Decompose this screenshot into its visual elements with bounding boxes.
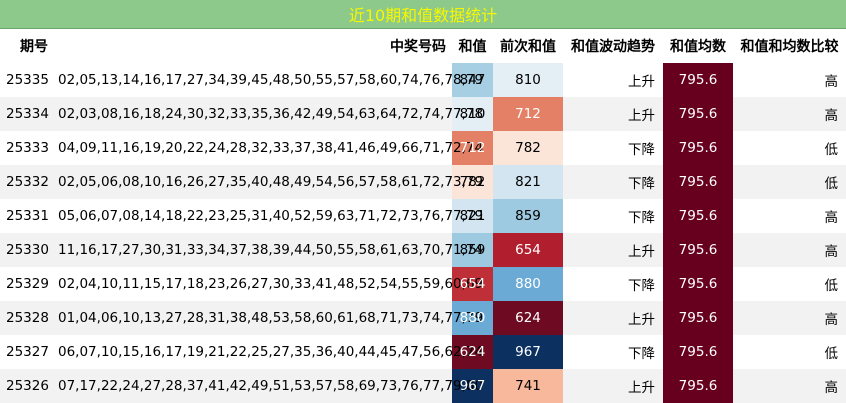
cell-prev-sum: 654 [493, 233, 563, 267]
cell-winning-numbers: 02,05,13,14,16,17,27,34,39,45,48,50,55,5… [52, 63, 483, 97]
table-row: 25334 02,03,08,16,18,24,30,32,33,35,36,42… [0, 97, 846, 131]
table-row: 25329 02,04,10,11,15,17,18,23,26,27,30,33… [0, 267, 846, 301]
cell-winning-numbers: 05,06,07,08,14,18,22,23,25,31,40,52,59,6… [52, 199, 483, 233]
cell-avg: 795.6 [663, 267, 733, 301]
cell-trend: 上升 [563, 369, 663, 403]
cell-compare: 低 [733, 165, 846, 199]
cell-compare: 低 [733, 131, 846, 165]
cell-issue: 25329 [0, 267, 52, 301]
cell-issue: 25326 [0, 369, 52, 403]
cell-winning-numbers: 02,04,10,11,15,17,18,23,26,27,30,33,41,4… [52, 267, 483, 301]
header-issue: 期号 [20, 39, 48, 55]
cell-avg: 795.6 [663, 131, 733, 165]
cell-compare: 高 [733, 199, 846, 233]
cell-prev-sum: 810 [493, 63, 563, 97]
cell-prev-sum: 967 [493, 335, 563, 369]
cell-prev-sum: 782 [493, 131, 563, 165]
cell-sum: 712 [452, 131, 493, 165]
cell-issue: 25330 [0, 233, 52, 267]
cell-winning-numbers: 02,03,08,16,18,24,30,32,33,35,36,42,49,5… [52, 97, 483, 131]
cell-issue: 25335 [0, 63, 52, 97]
cell-prev-sum: 821 [493, 165, 563, 199]
cell-avg: 795.6 [663, 301, 733, 335]
cell-prev-sum: 741 [493, 369, 563, 403]
cell-compare: 低 [733, 335, 846, 369]
cell-winning-numbers: 07,17,22,24,27,28,37,41,42,49,51,53,57,5… [52, 369, 483, 403]
cell-prev-sum: 859 [493, 199, 563, 233]
cell-compare: 高 [733, 97, 846, 131]
cell-winning-numbers: 04,09,11,16,19,20,22,24,28,32,33,37,38,4… [52, 131, 483, 165]
cell-issue: 25327 [0, 335, 52, 369]
cell-issue: 25331 [0, 199, 52, 233]
cell-winning-numbers: 06,07,10,15,16,17,19,21,22,25,27,35,36,4… [52, 335, 483, 369]
table-row: 25333 04,09,11,16,19,20,22,24,28,32,33,37… [0, 131, 846, 165]
cell-winning-numbers: 01,04,06,10,13,27,28,31,38,48,53,58,60,6… [52, 301, 483, 335]
cell-trend: 下降 [563, 335, 663, 369]
header-trend: 和值波动趋势 [571, 39, 655, 55]
cell-sum: 821 [452, 199, 493, 233]
cell-compare: 高 [733, 369, 846, 403]
cell-trend: 上升 [563, 301, 663, 335]
cell-sum: 782 [452, 165, 493, 199]
cell-compare: 高 [733, 233, 846, 267]
cell-sum: 967 [452, 369, 493, 403]
table-row: 25327 06,07,10,15,16,17,19,21,22,25,27,35… [0, 335, 846, 369]
cell-issue: 25333 [0, 131, 52, 165]
cell-trend: 下降 [563, 165, 663, 199]
cell-compare: 高 [733, 63, 846, 97]
cell-winning-numbers: 11,16,17,27,30,31,33,34,37,38,39,44,50,5… [52, 233, 483, 267]
cell-issue: 25328 [0, 301, 52, 335]
table-row: 25331 05,06,07,08,14,18,22,23,25,31,40,52… [0, 199, 846, 233]
table-row: 25330 11,16,17,27,30,31,33,34,37,38,39,44… [0, 233, 846, 267]
table-title-bar: 近10期和值数据统计 [0, 0, 846, 29]
cell-avg: 795.6 [663, 199, 733, 233]
cell-avg: 795.6 [663, 97, 733, 131]
cell-trend: 上升 [563, 97, 663, 131]
cell-avg: 795.6 [663, 335, 733, 369]
header-avg: 和值均数 [670, 39, 726, 55]
table-row: 25328 01,04,06,10,13,27,28,31,38,48,53,58… [0, 301, 846, 335]
cell-avg: 795.6 [663, 165, 733, 199]
cell-sum: 847 [452, 63, 493, 97]
cell-prev-sum: 624 [493, 301, 563, 335]
cell-compare: 高 [733, 301, 846, 335]
cell-sum: 880 [452, 301, 493, 335]
cell-sum: 654 [452, 267, 493, 301]
cell-compare: 低 [733, 267, 846, 301]
sum-statistics-table: 期号 中奖号码 和值 前次和值 和值波动趋势 和值均数 和值和均数比较 2533… [0, 29, 846, 403]
cell-issue: 25332 [0, 165, 52, 199]
table-header-row: 期号 中奖号码 和值 前次和值 和值波动趋势 和值均数 和值和均数比较 [0, 29, 846, 63]
cell-trend: 下降 [563, 199, 663, 233]
table-row: 25326 07,17,22,24,27,28,37,41,42,49,51,53… [0, 369, 846, 403]
cell-winning-numbers: 02,05,06,08,10,16,26,27,35,40,48,49,54,5… [52, 165, 483, 199]
cell-trend: 上升 [563, 233, 663, 267]
header-numbers: 中奖号码 [390, 39, 446, 55]
header-prev-sum: 前次和值 [500, 39, 556, 55]
cell-trend: 下降 [563, 131, 663, 165]
cell-prev-sum: 712 [493, 97, 563, 131]
cell-avg: 795.6 [663, 233, 733, 267]
cell-trend: 下降 [563, 267, 663, 301]
cell-sum: 810 [452, 97, 493, 131]
header-sum: 和值 [458, 39, 487, 55]
cell-issue: 25334 [0, 97, 52, 131]
cell-prev-sum: 880 [493, 267, 563, 301]
cell-avg: 795.6 [663, 63, 733, 97]
table-row: 25335 02,05,13,14,16,17,27,34,39,45,48,50… [0, 63, 846, 97]
cell-avg: 795.6 [663, 369, 733, 403]
cell-trend: 上升 [563, 63, 663, 97]
table-title: 近10期和值数据统计 [348, 6, 498, 25]
table-row: 25332 02,05,06,08,10,16,26,27,35,40,48,49… [0, 165, 846, 199]
cell-sum: 624 [452, 335, 493, 369]
cell-sum: 859 [452, 233, 493, 267]
header-compare: 和值和均数比较 [740, 39, 839, 55]
